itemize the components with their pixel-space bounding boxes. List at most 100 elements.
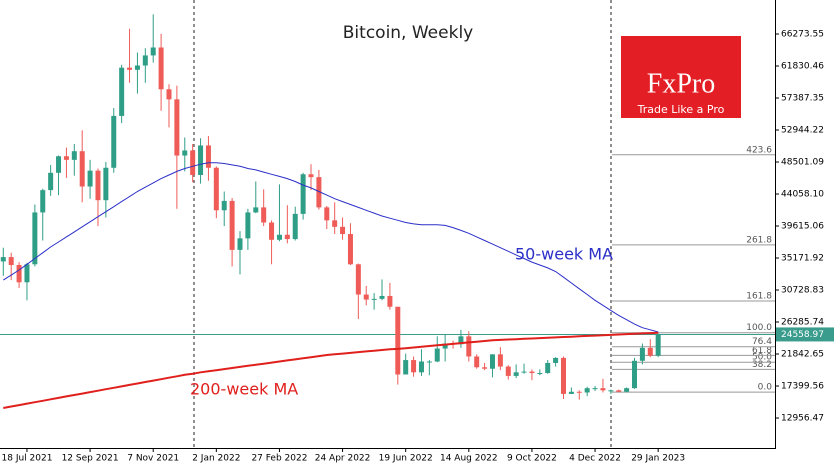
y-tick-label: 39615.06 [781,222,824,232]
candle-body [95,170,101,201]
candle-body [205,145,211,168]
candle-body [403,360,409,375]
chart-title: Bitcoin, Weekly [343,23,473,43]
candle-body [198,145,204,175]
candle-body [190,150,196,175]
candle-body [127,67,133,70]
candle-body [497,354,503,367]
candle-body [48,172,54,191]
ma-label: 200-week MA [190,380,298,399]
candle-body [553,357,559,363]
candle-body [300,174,306,214]
candle-body [103,167,109,201]
x-tick-label: 9 Oct 2022 [507,454,557,464]
candle-body [87,170,93,187]
candle-body [592,388,598,390]
candle-body [379,295,385,299]
candle-body [237,238,243,250]
candle-body [537,373,543,375]
candle-body [647,347,653,356]
candle-body [284,234,290,240]
candle-body [560,357,566,394]
candle-body [229,200,235,250]
candle-body [505,366,511,376]
y-tick-label: 44058.10 [781,190,824,200]
candle-body [221,200,227,211]
candle-body [79,151,85,187]
candle-body [174,99,180,156]
logo-name: FxPro [647,68,715,99]
y-tick-label: 57387.35 [781,94,824,104]
candle-body [655,334,661,356]
candle-body [119,67,125,116]
candle-body [56,156,62,173]
candle-body [624,388,630,392]
candle-body [616,390,622,392]
candle-body [292,213,298,240]
price-tag-label: 24558.97 [781,330,824,340]
candle-body [529,371,535,374]
y-tick-label: 35171.92 [781,254,824,264]
candle-body [253,207,259,213]
price-tag [776,327,834,342]
candle-body [308,174,314,178]
candle-body [40,190,46,213]
candle-body [332,220,338,227]
x-tick-label: 19 Jun 2022 [379,454,433,464]
candle-body [466,336,472,357]
candle-body [418,361,424,373]
candle-body [639,347,645,361]
y-tick-label: 26285.74 [781,318,824,328]
candle-body [158,47,164,90]
moving-average [3,331,659,409]
candle-body [269,222,275,240]
candle-body [442,343,448,349]
x-tick-label: 2 Jan 2022 [192,454,240,464]
candle-body [276,234,282,240]
candle-body [24,264,30,283]
x-tick-label: 24 Apr 2022 [315,454,371,464]
candle-body [150,47,156,56]
candle-body [166,89,172,100]
fib-label: 50.0 [752,353,772,363]
fib-label: 38.2 [752,360,772,370]
candle-body [134,65,140,70]
y-tick-label: 21842.65 [781,350,824,360]
candle-body [316,177,322,208]
candle-body [8,257,14,266]
candle-body [363,294,369,300]
candle-body [521,371,527,373]
x-tick-label: 29 Jan 2023 [631,454,685,464]
logo-tagline: Trade Like a Pro [637,103,725,116]
candle-body [600,388,606,391]
x-tick-label: 12 Sep 2021 [62,454,119,464]
moving-average [3,162,659,333]
y-tick-label: 12956.47 [781,414,824,424]
candle-body [213,167,219,211]
candle-body [340,226,346,235]
ma-label: 50-week MA [515,245,613,264]
candle-body [395,306,401,375]
x-tick-label: 18 Jul 2021 [2,454,53,464]
candle-body [63,156,69,160]
candle-body [411,360,417,373]
candle-body [482,367,488,369]
fib-label: 423.6 [746,145,772,155]
x-tick-label: 27 Feb 2022 [251,454,307,464]
y-tick-label: 30728.83 [781,286,824,296]
candle-body [458,336,464,345]
candle-body [632,360,637,389]
candle-body [426,361,432,363]
candle-body [608,390,614,392]
candle-body [71,151,77,160]
candle-body [182,150,188,156]
y-tick-label: 52944.22 [781,126,824,136]
candle-body [142,55,148,66]
candle-body [0,257,6,262]
candle-body [513,372,519,376]
candle-body [324,207,330,221]
plot: 0.0 38.250.061.876.4 100.0 161.8 261.8 423.6 [0,14,775,409]
fib-label: 261.8 [746,235,772,245]
